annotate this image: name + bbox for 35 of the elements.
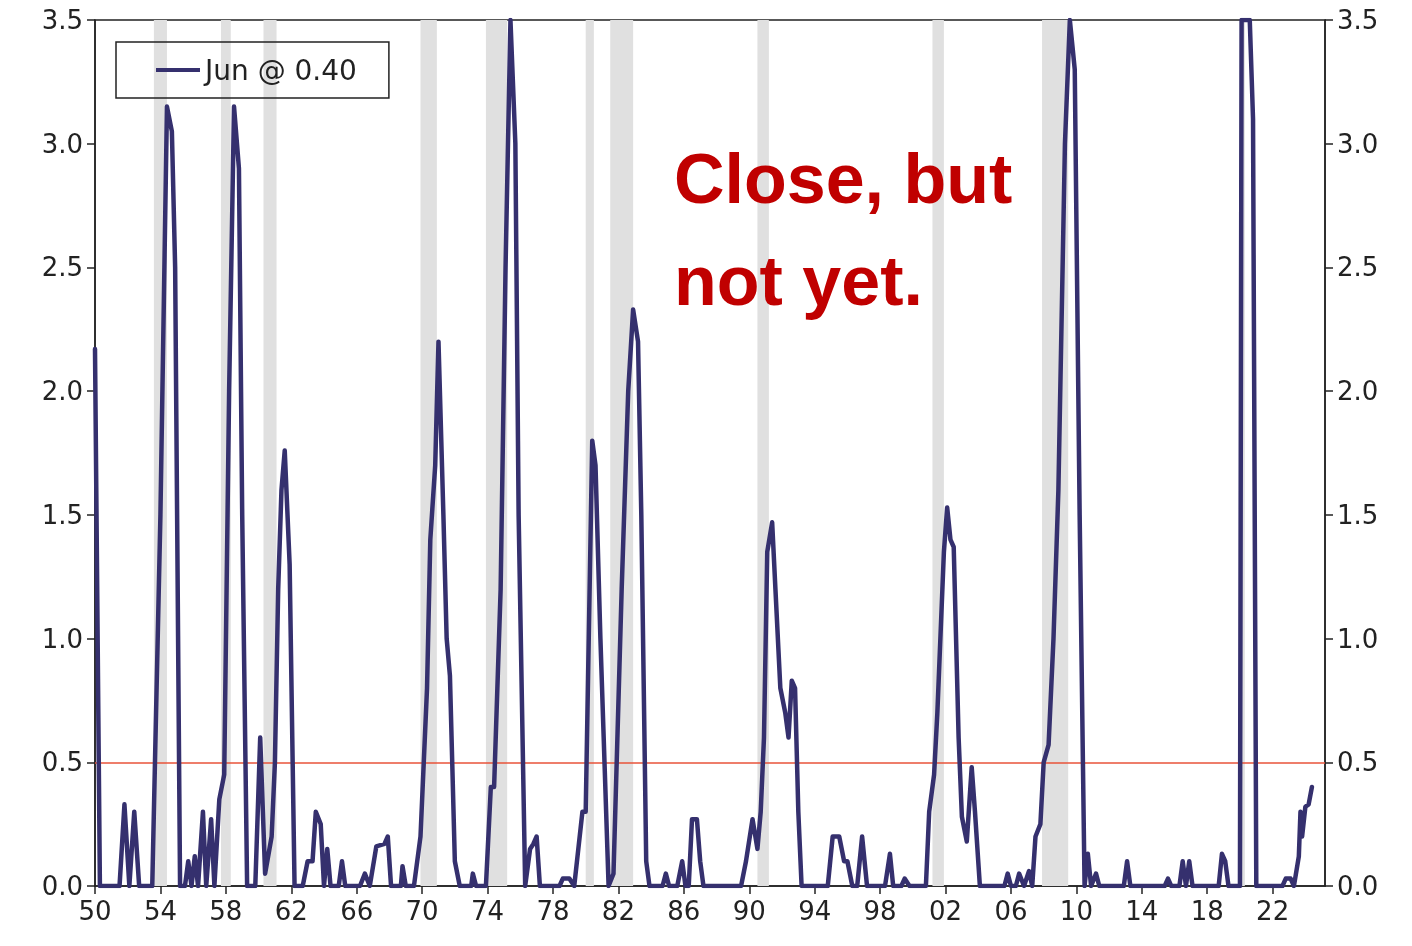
- y2-tick-label: 0.0: [1337, 871, 1379, 901]
- y-tick-label: 3.5: [41, 5, 83, 35]
- x-tick-label: 70: [405, 896, 439, 926]
- y-tick-label: 1.5: [41, 499, 83, 530]
- y2-tick-label: 2.5: [1337, 252, 1379, 283]
- x-tick-label: 22: [1256, 896, 1290, 926]
- y-tick-label: 1.0: [41, 623, 83, 654]
- x-tick-label: 18: [1190, 896, 1224, 926]
- x-tick-label: 82: [601, 896, 635, 926]
- x-tick-label: 06: [994, 896, 1028, 926]
- y-tick-label: 2.0: [41, 376, 83, 407]
- y2-tick-label: 1.0: [1337, 623, 1379, 654]
- x-tick-label: 78: [536, 896, 570, 926]
- x-tick-label: 58: [209, 896, 243, 926]
- y2-tick-label: 1.5: [1337, 499, 1379, 530]
- annotation: Close, but not yet.: [674, 140, 1013, 320]
- y-tick-label: 3.0: [41, 128, 83, 159]
- x-tick-label: 74: [471, 896, 505, 926]
- x-tick-label: 10: [1059, 896, 1093, 926]
- x-tick-label: 90: [732, 896, 766, 926]
- x-tick-label: 54: [143, 896, 177, 926]
- y2-tick-label: 3.0: [1337, 128, 1379, 159]
- x-tick-label: 02: [928, 896, 963, 926]
- x-tick-label: 94: [798, 896, 832, 926]
- y2-tick-label: 0.5: [1337, 747, 1379, 778]
- y-tick-label: 0.5: [41, 747, 83, 778]
- x-tick-label: 86: [667, 896, 701, 926]
- x-tick-label: 98: [863, 896, 897, 926]
- y2-tick-label: 2.0: [1337, 376, 1379, 407]
- y2-tick-label: 3.5: [1337, 5, 1379, 35]
- x-tick-label: 14: [1125, 896, 1159, 926]
- x-tick-label: 62: [274, 896, 308, 926]
- x-tick-label: 66: [340, 896, 374, 926]
- legend-label: Jun @ 0.40: [203, 53, 357, 87]
- y-tick-label: 2.5: [41, 252, 83, 283]
